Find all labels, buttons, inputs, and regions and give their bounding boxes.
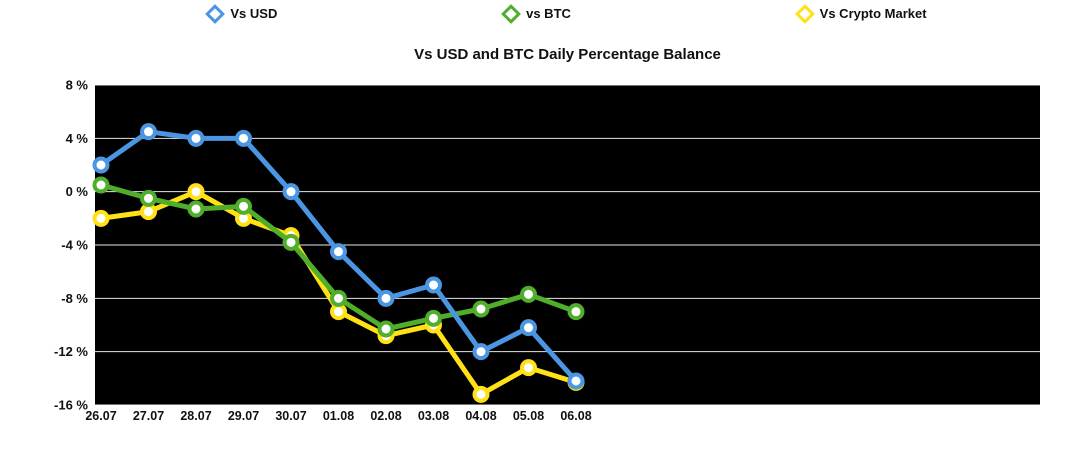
data-point: [425, 309, 442, 327]
data-point: [330, 243, 347, 261]
data-point: [472, 300, 490, 318]
data-point: [140, 203, 157, 221]
y-axis-tick-label: -16 %: [54, 398, 88, 413]
legend-label: Vs Crypto Market: [819, 6, 927, 21]
data-point: [520, 319, 537, 337]
data-point: [472, 385, 490, 403]
y-axis-tick-label: -12 %: [54, 344, 88, 359]
data-point: [140, 123, 157, 141]
x-axis-tick-label: 28.07: [180, 409, 211, 423]
chart-legend: Vs USD vs BTC Vs Crypto Market: [95, 3, 1040, 24]
legend-item-vs-usd[interactable]: Vs USD: [205, 3, 278, 24]
x-axis-tick-label: 03.08: [418, 409, 449, 423]
data-point: [377, 320, 395, 338]
x-axis-tick-label: 01.08: [323, 409, 354, 423]
data-point: [330, 289, 347, 307]
data-point: [567, 303, 585, 321]
data-point: [472, 343, 490, 361]
data-point: [282, 233, 300, 251]
x-axis-tick-label: 27.07: [133, 409, 164, 423]
data-point: [330, 303, 347, 321]
data-point: [425, 276, 442, 294]
data-point: [282, 183, 300, 201]
x-axis-tick-label: 29.07: [228, 409, 259, 423]
data-point: [187, 129, 205, 147]
data-point: [92, 209, 110, 227]
data-point: [140, 189, 157, 207]
chart-title: Vs USD and BTC Daily Percentage Balance: [414, 46, 721, 63]
data-point: [567, 372, 585, 390]
x-axis-tick-label: 26.07: [85, 409, 116, 423]
data-point: [520, 359, 537, 377]
y-axis-tick-label: 0 %: [66, 184, 89, 199]
data-point: [187, 183, 205, 201]
legend-label: Vs USD: [230, 6, 278, 21]
data-point: [187, 200, 205, 218]
legend-item-vs-crypto-market[interactable]: Vs Crypto Market: [794, 3, 927, 24]
y-axis-tick-label: 4 %: [66, 131, 89, 146]
y-axis-tick-label: -8 %: [61, 291, 88, 306]
x-axis-tick-label: 30.07: [275, 409, 306, 423]
x-axis-tick-label: 05.08: [513, 409, 544, 423]
legend-item-vs-btc[interactable]: vs BTC: [501, 3, 571, 24]
x-axis-tick-label: 04.08: [465, 409, 496, 423]
data-point: [377, 289, 395, 307]
legend-label: vs BTC: [526, 6, 571, 21]
data-point: [92, 156, 110, 174]
x-axis-tick-label: 02.08: [370, 409, 401, 423]
data-point: [92, 176, 110, 194]
data-point: [235, 197, 252, 215]
data-point: [520, 285, 537, 303]
y-axis-tick-label: 8 %: [66, 78, 89, 93]
y-axis-tick-label: -4 %: [61, 238, 88, 253]
data-point: [235, 129, 252, 147]
x-axis-tick-label: 06.08: [560, 409, 591, 423]
